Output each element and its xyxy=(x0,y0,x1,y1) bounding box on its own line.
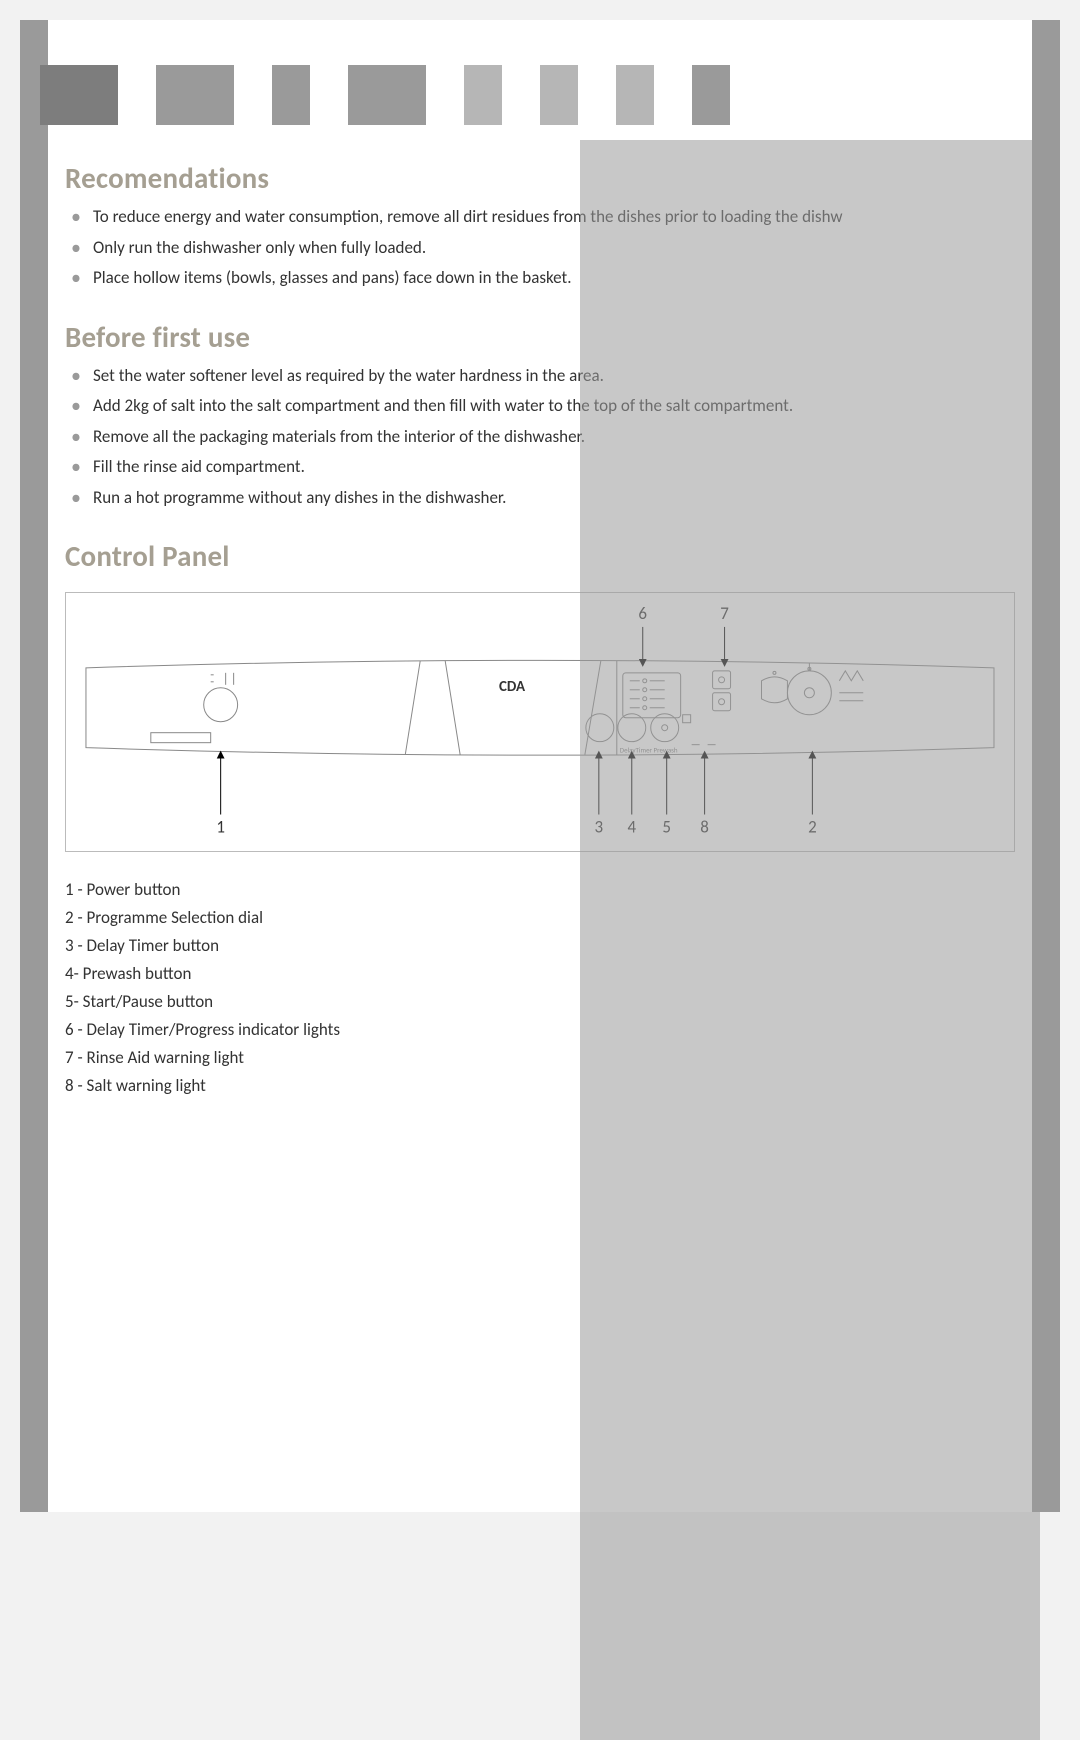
page-content: Recomendations To reduce energy and wate… xyxy=(65,160,1015,1100)
header-tab xyxy=(310,65,348,125)
svg-text:DelayTimer Prewash: DelayTimer Prewash xyxy=(620,746,678,755)
heading-control-panel: Control Panel xyxy=(65,538,1015,574)
list-item: Set the water softener level as required… xyxy=(71,363,1015,389)
list-item: Add 2kg of salt into the salt compartmen… xyxy=(71,393,1015,419)
header-tab xyxy=(616,65,654,125)
page-edge-left xyxy=(20,20,48,1512)
header-tab xyxy=(118,65,156,125)
header-tab xyxy=(272,65,310,125)
heading-recommendations: Recomendations xyxy=(65,160,1015,196)
header-tab xyxy=(654,65,692,125)
before-first-use-list: Set the water softener level as required… xyxy=(71,363,1015,511)
brand-label: CDA xyxy=(499,678,526,696)
header-tab-strip xyxy=(40,65,730,125)
list-item: To reduce energy and water consumption, … xyxy=(71,204,1015,230)
legend-line: 1 - Power button xyxy=(65,876,1015,904)
header-tab xyxy=(692,65,730,125)
callout-number: 7 xyxy=(720,603,729,624)
list-item: Run a hot programme without any dishes i… xyxy=(71,485,1015,511)
header-tab xyxy=(464,65,502,125)
legend-line: 2 - Programme Selection dial xyxy=(65,904,1015,932)
legend-line: 6 - Delay Timer/Progress indicator light… xyxy=(65,1016,1015,1044)
callout-number: 4 xyxy=(627,816,636,837)
document-page: Recomendations To reduce energy and wate… xyxy=(20,20,1060,1512)
header-tab xyxy=(40,65,118,125)
recommendations-list: To reduce energy and water consumption, … xyxy=(71,204,1015,291)
legend-line: 7 - Rinse Aid warning light xyxy=(65,1044,1015,1072)
header-tab xyxy=(578,65,616,125)
list-item: Place hollow items (bowls, glasses and p… xyxy=(71,265,1015,291)
control-panel-svg: CDA DelayTimer Prewash xyxy=(66,593,1014,852)
list-item: Fill the rinse aid compartment. xyxy=(71,454,1015,480)
legend-line: 3 - Delay Timer button xyxy=(65,932,1015,960)
header-tab xyxy=(426,65,464,125)
legend-line: 8 - Salt warning light xyxy=(65,1072,1015,1100)
list-item: Only run the dishwasher only when fully … xyxy=(71,235,1015,261)
list-item: Remove all the packaging materials from … xyxy=(71,424,1015,450)
header-tab xyxy=(502,65,540,125)
callout-number: 6 xyxy=(638,603,647,624)
page-edge-right xyxy=(1032,20,1060,1512)
heading-before-first-use: Before first use xyxy=(65,319,1015,355)
callout-number: 2 xyxy=(808,816,817,837)
legend-line: 4- Prewash button xyxy=(65,960,1015,988)
legend-line: 5- Start/Pause button xyxy=(65,988,1015,1016)
callout-number: 1 xyxy=(216,816,225,837)
callout-number: 3 xyxy=(595,816,604,837)
header-tab xyxy=(540,65,578,125)
callout-number: 8 xyxy=(700,816,709,837)
header-tab xyxy=(156,65,234,125)
control-panel-figure: CDA DelayTimer Prewash xyxy=(65,592,1015,852)
control-panel-legend: 1 - Power button2 - Programme Selection … xyxy=(65,876,1015,1100)
callout-number: 5 xyxy=(662,816,671,837)
header-tab xyxy=(234,65,272,125)
header-tab xyxy=(348,65,426,125)
